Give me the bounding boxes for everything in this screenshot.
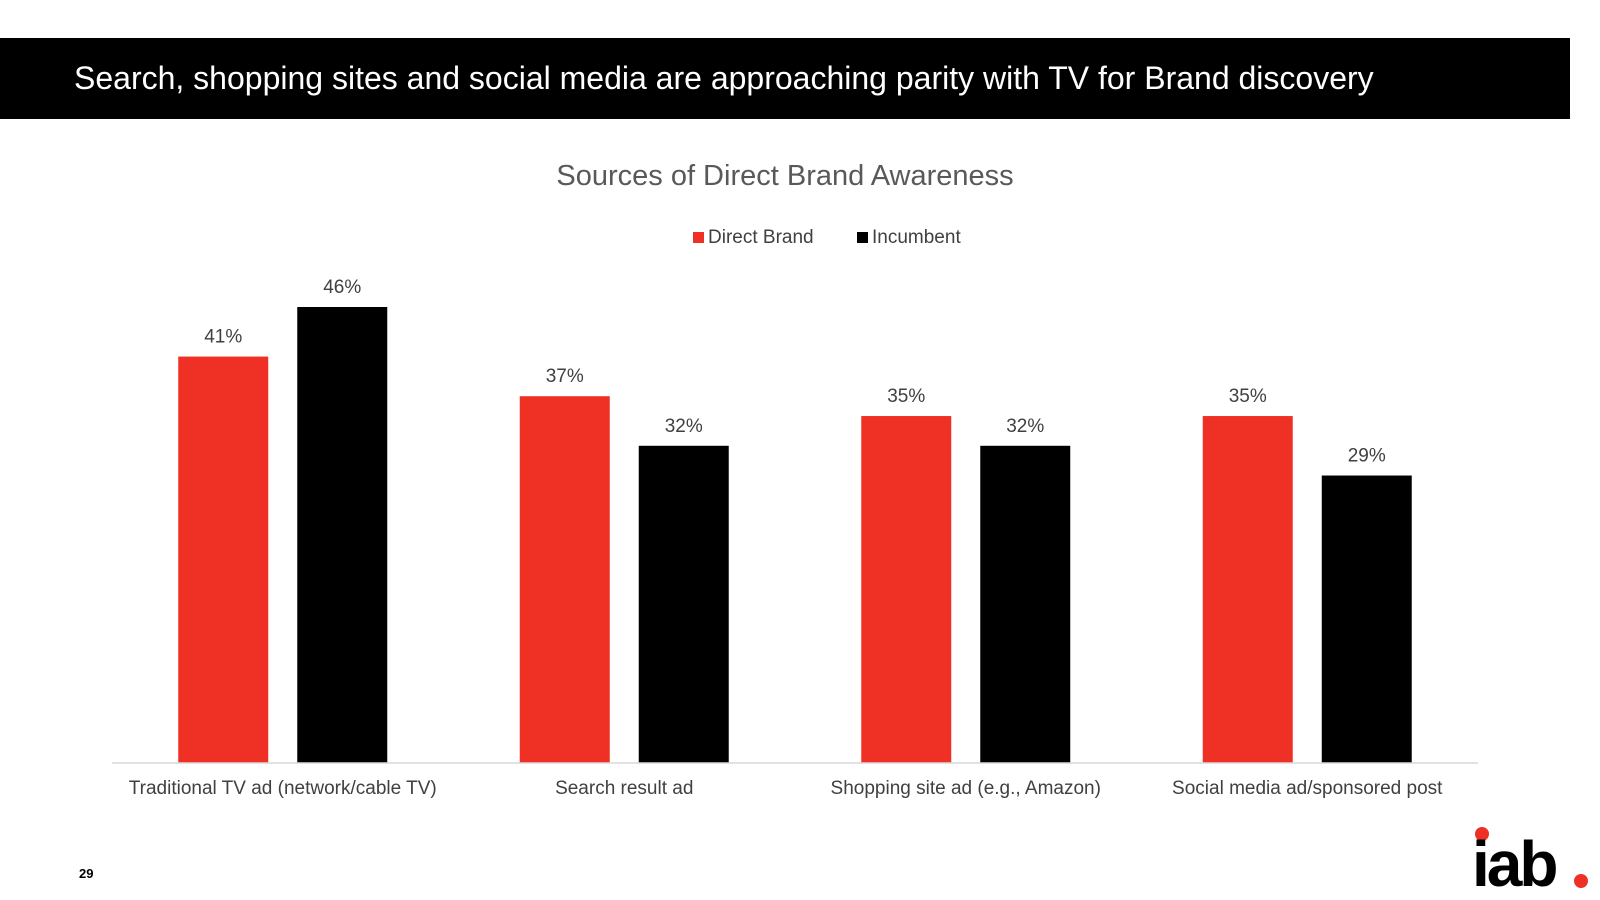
iab-logo: iab: [1472, 827, 1588, 892]
page-number: 29: [79, 866, 94, 881]
category-label-3: Shopping site ad (e.g., Amazon): [831, 778, 1101, 799]
legend: Direct Brand Incumbent: [693, 227, 961, 248]
category-labels-group: Traditional TV ad (network/cable TV) Sear…: [129, 778, 1443, 799]
bar-chart: Sources of Direct Brand Awareness Direct…: [112, 160, 1478, 799]
category-label-2: Search result ad: [555, 778, 693, 799]
legend-swatch-direct-brand: [693, 232, 704, 243]
value-label-incumbent-4: 29%: [1348, 446, 1386, 467]
value-label-incumbent-2: 32%: [665, 416, 703, 437]
value-label-direct-brand-2: 37%: [546, 366, 584, 387]
logo-wordmark: iab: [1472, 828, 1556, 892]
bars-group: [178, 307, 1412, 763]
bar-direct-brand-1: [178, 356, 269, 763]
bar-direct-brand-3: [861, 416, 952, 763]
category-label-4: Social media ad/sponsored post: [1172, 778, 1443, 799]
value-label-direct-brand-3: 35%: [887, 386, 925, 407]
logo-dot-top: [1475, 827, 1489, 841]
legend-label-incumbent: Incumbent: [872, 227, 961, 248]
category-label-1: Traditional TV ad (network/cable TV): [129, 778, 437, 799]
legend-swatch-incumbent: [857, 232, 868, 243]
value-label-direct-brand-4: 35%: [1229, 386, 1267, 407]
bar-direct-brand-4: [1202, 416, 1293, 763]
bar-incumbent-2: [638, 445, 729, 763]
legend-label-direct-brand: Direct Brand: [708, 227, 814, 248]
headline-banner: Search, shopping sites and social media …: [0, 38, 1570, 119]
bar-incumbent-3: [980, 445, 1071, 763]
value-label-incumbent-1: 46%: [323, 277, 361, 298]
bar-incumbent-1: [297, 307, 388, 763]
value-label-direct-brand-1: 41%: [204, 327, 242, 348]
chart-area: Sources of Direct Brand Awareness Direct…: [0, 130, 1600, 830]
bar-direct-brand-2: [519, 396, 610, 763]
value-labels-group: 41% 46% 37% 32% 35% 32% 35% 29%: [204, 277, 1386, 467]
chart-title: Sources of Direct Brand Awareness: [556, 160, 1013, 192]
value-label-incumbent-3: 32%: [1006, 416, 1044, 437]
logo-dot-bottom: [1574, 874, 1588, 888]
bar-incumbent-4: [1321, 475, 1412, 763]
